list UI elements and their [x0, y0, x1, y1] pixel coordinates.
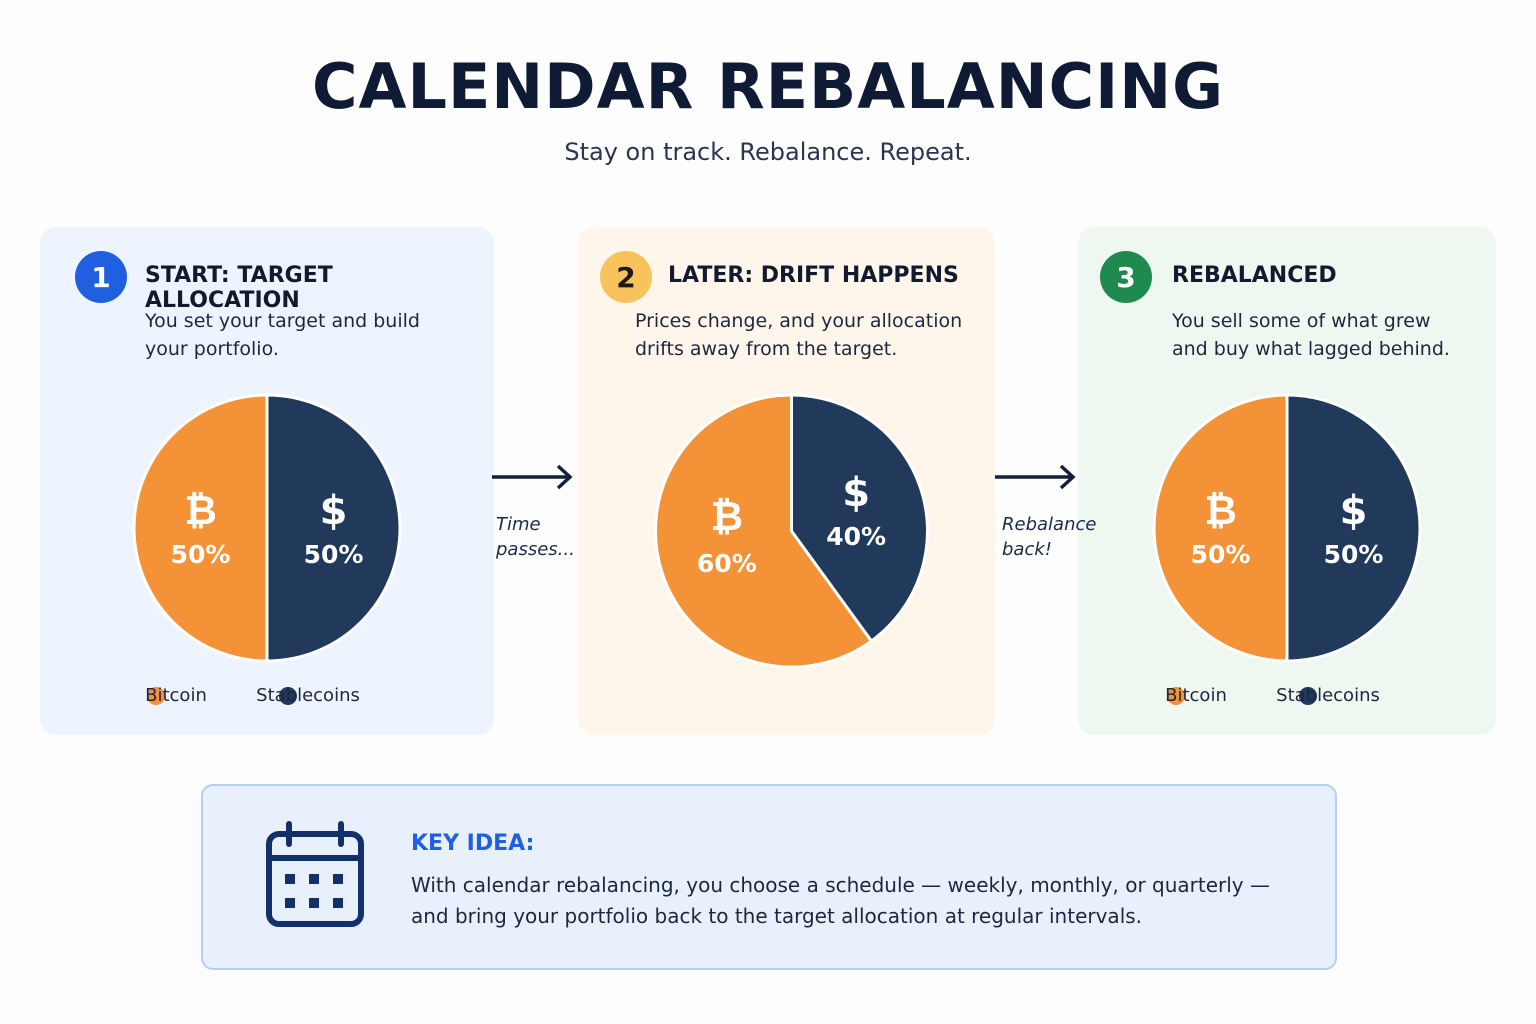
- calendar-icon: [266, 821, 364, 927]
- legend-label: Bitcoin: [145, 685, 207, 706]
- subtitle: Stay on track. Rebalance. Repeat.: [564, 138, 972, 166]
- step-description: You set your target and build your portf…: [145, 310, 420, 360]
- legend-dot: [1299, 687, 1317, 705]
- pie-chart: ₿ 50% $50% Bitcoin Stablecoins: [132, 393, 402, 706]
- key-idea-box: KEY IDEA: With calendar rebalancing, you…: [201, 784, 1337, 970]
- title: CALENDAR REBALANCING: [311, 50, 1225, 123]
- key-idea-text: With calendar rebalancing, you choose a …: [411, 873, 1271, 928]
- legend-label: Bitcoin: [1165, 685, 1227, 706]
- slice-symbol: ₿: [711, 494, 744, 540]
- legend-label: Stablecoins: [1276, 685, 1380, 706]
- step-panel: 3 REBALANCED You sell some of what grew an…: [1078, 227, 1496, 735]
- value-label: 50%: [171, 540, 231, 569]
- pie-slice: [654, 393, 874, 669]
- key-idea-title: KEY IDEA:: [411, 831, 535, 856]
- step-title: REBALANCED: [1172, 263, 1337, 288]
- value-label: 50%: [1191, 540, 1251, 569]
- step-title: START: TARGET ALLOCATION: [145, 263, 333, 313]
- step-badge: 1: [75, 251, 127, 303]
- step-badge: 2: [600, 251, 652, 303]
- arrow: [492, 464, 573, 490]
- arrow-shape: [492, 464, 573, 490]
- slice-symbol: $: [842, 470, 870, 516]
- step-badge: 3: [1100, 251, 1152, 303]
- pie-slice: [1152, 393, 1289, 663]
- slice-symbol: ₿: [184, 488, 217, 534]
- step-title: LATER: DRIFT HAPPENS: [668, 263, 959, 288]
- slice-symbol: ₿: [1204, 488, 1237, 534]
- value-label: 40%: [826, 522, 886, 551]
- slice-symbol: $: [1340, 488, 1368, 534]
- pie-chart: ₿ 60% $40%: [654, 393, 929, 669]
- step-description: You sell some of what grew and buy what …: [1172, 310, 1450, 360]
- step-panel: 2 LATER: DRIFT HAPPENS Prices change, and …: [578, 227, 995, 735]
- legend-dot: [147, 687, 165, 705]
- value-label: 50%: [304, 540, 364, 569]
- transition-label: Rebalance back!: [1002, 514, 1097, 560]
- arrow-shape: [995, 464, 1076, 490]
- legend-dot: [279, 687, 297, 705]
- step-panel: 1 START: TARGET ALLOCATION You set your ta…: [40, 227, 494, 735]
- value-label: 50%: [1324, 540, 1384, 569]
- value-label: 60%: [697, 549, 757, 578]
- legend-label: Stablecoins: [256, 685, 360, 706]
- pie-slice: [1285, 393, 1422, 663]
- pie-chart: ₿ 50% $50% Bitcoin Stablecoins: [1152, 393, 1422, 706]
- arrow: [995, 464, 1076, 490]
- transition-label: Time passes...: [496, 514, 575, 560]
- pie-slice: [132, 393, 269, 663]
- legend-dot: [1167, 687, 1185, 705]
- slice-symbol: $: [320, 488, 348, 534]
- pie-slice: [790, 393, 929, 644]
- step-description: Prices change, and your allocation drift…: [635, 310, 963, 360]
- pie-slice: [265, 393, 402, 663]
